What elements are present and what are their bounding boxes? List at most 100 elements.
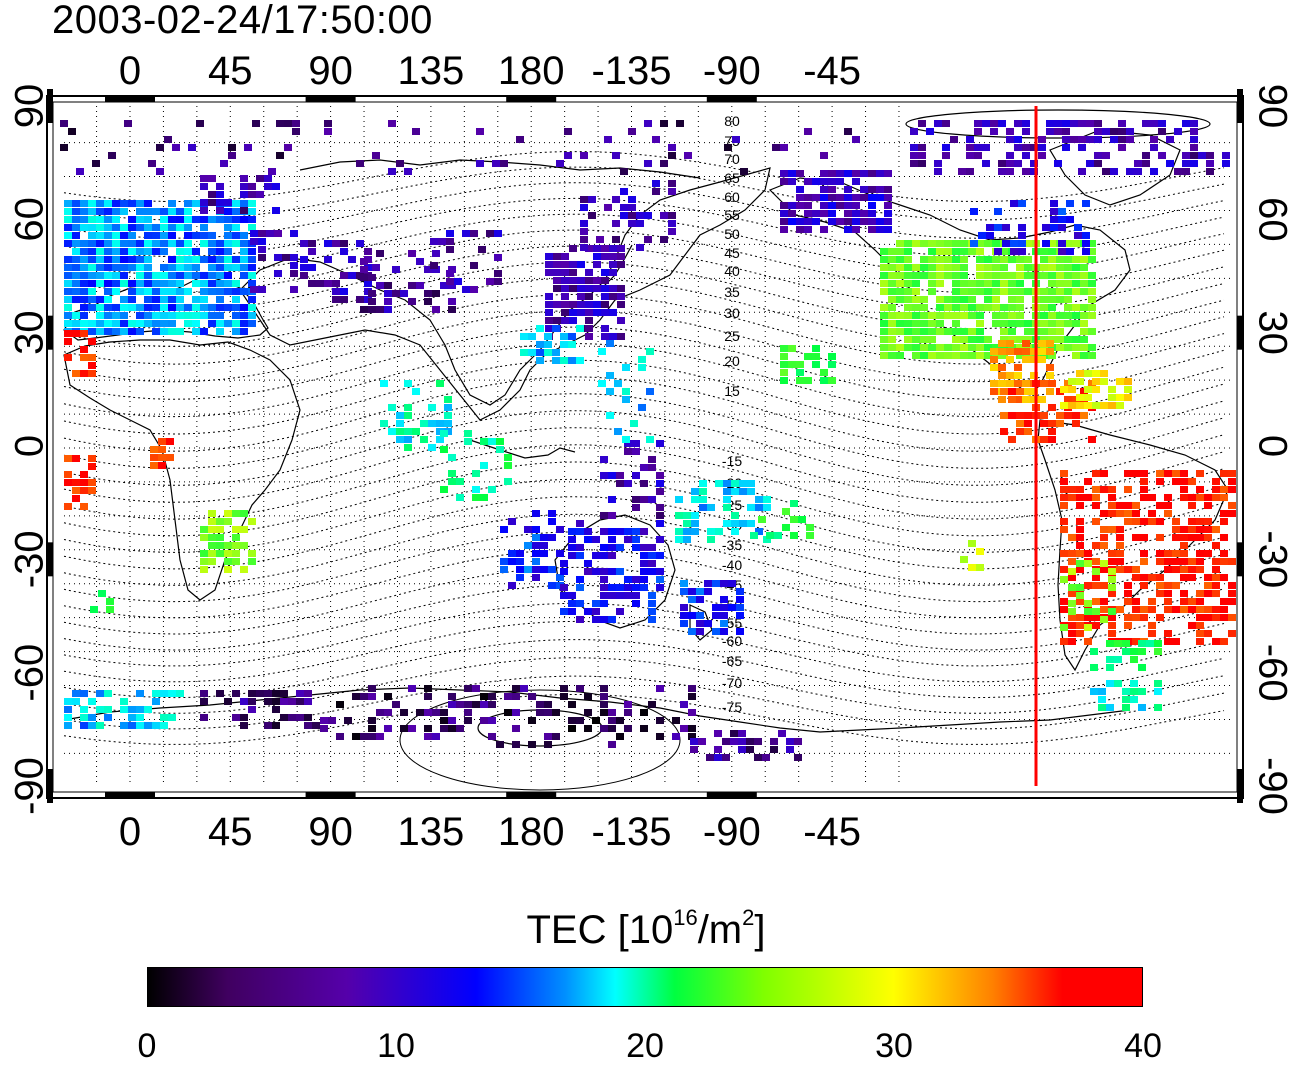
tec-cell (392, 701, 400, 708)
tec-cell (1158, 152, 1166, 159)
tec-cell (1206, 168, 1214, 175)
tec-cell (646, 348, 654, 355)
tec-cell (1148, 598, 1156, 605)
contour-label: -35 (722, 537, 742, 553)
tec-cell (444, 420, 452, 427)
tec-cell (500, 526, 508, 533)
tec-cell (1180, 486, 1188, 493)
tec-cell (1172, 478, 1180, 485)
tec-cell (104, 200, 112, 207)
tec-cell (612, 152, 620, 159)
tec-cell (1016, 288, 1024, 295)
tec-cell (696, 620, 704, 627)
tec-cell (1030, 372, 1038, 379)
tec-cell (656, 488, 664, 495)
tec-cell (200, 550, 208, 557)
tec-cell (184, 272, 192, 279)
tec-cell (617, 253, 625, 260)
tec-cell (714, 754, 722, 761)
tec-cell (1022, 348, 1030, 355)
tec-cell (683, 536, 691, 543)
tec-cell (1116, 534, 1124, 541)
tec-cell (1050, 224, 1058, 231)
tec-cell (569, 245, 577, 252)
tec-cell (860, 170, 868, 177)
tec-cell (880, 280, 888, 287)
tec-cell (1070, 136, 1078, 143)
tec-cell (683, 520, 691, 527)
tec-cell (176, 208, 184, 215)
tec-cell (628, 128, 636, 135)
tec-cell (942, 144, 950, 151)
tec-cell (1024, 272, 1032, 279)
tec-cell (1086, 160, 1094, 167)
tec-cell (576, 544, 584, 551)
tec-cell (576, 325, 584, 332)
tec-cell (1140, 574, 1148, 581)
tec-cell (476, 128, 484, 135)
frame-tick-top (506, 96, 557, 102)
frame-tick-bottom (305, 792, 356, 798)
tec-cell (660, 212, 668, 219)
tec-cell (544, 741, 552, 748)
tec-cell (976, 320, 984, 327)
tec-cell (1220, 638, 1228, 645)
tec-cell (1066, 200, 1074, 207)
tec-cell (1018, 240, 1026, 247)
tec-cell (782, 524, 790, 531)
tec-cell (788, 202, 796, 209)
tec-cell (1228, 510, 1236, 517)
tec-cell (960, 328, 968, 335)
tec-cell (904, 280, 912, 287)
tec-cell (747, 504, 755, 511)
tec-cell (668, 212, 676, 219)
tec-cell (240, 232, 248, 239)
tec-cell (404, 380, 412, 387)
tec-cell (1108, 550, 1116, 557)
tec-cell (1000, 288, 1008, 295)
tec-cell (158, 438, 166, 445)
tec-cell (240, 200, 248, 207)
tec-cell (1140, 582, 1148, 589)
tec-cell (1038, 152, 1046, 159)
tec-cell (258, 246, 266, 253)
tec-cell (216, 240, 224, 247)
tec-cell (828, 170, 836, 177)
tec-cell (1212, 486, 1220, 493)
tec-cell (200, 240, 208, 247)
tec-cell (208, 199, 216, 206)
tec-cell (553, 301, 561, 308)
tec-cell (680, 725, 688, 732)
tec-cell (868, 186, 876, 193)
tec-cell (1088, 280, 1096, 287)
tec-cell (585, 285, 593, 292)
tec-cell (968, 540, 976, 547)
tec-cell (1084, 550, 1092, 557)
tec-cell (448, 282, 456, 289)
tec-cell (1228, 614, 1236, 621)
tec-cell (585, 333, 593, 340)
tec-cell (1076, 534, 1084, 541)
tec-cell (680, 620, 688, 627)
tec-cell (1056, 288, 1064, 295)
tec-cell (88, 487, 96, 494)
tec-cell (1084, 582, 1092, 589)
tec-cell (1008, 336, 1016, 343)
tec-cell (598, 380, 606, 387)
tec-cell (1198, 152, 1206, 159)
top-lon-label: -135 (591, 49, 671, 93)
tec-cell (1124, 486, 1132, 493)
tec-cell (561, 301, 569, 308)
tec-cell (1130, 688, 1138, 695)
tec-cell (1022, 144, 1030, 151)
tec-cell (904, 328, 912, 335)
tec-cell (852, 202, 860, 209)
tec-cell (786, 746, 794, 753)
tec-cell (232, 714, 240, 721)
tec-cell (912, 352, 920, 359)
tec-cell (144, 280, 152, 287)
tec-cell (560, 341, 568, 348)
tec-cell (1222, 160, 1230, 167)
tec-cell (1196, 518, 1204, 525)
tec-cell (1022, 152, 1030, 159)
